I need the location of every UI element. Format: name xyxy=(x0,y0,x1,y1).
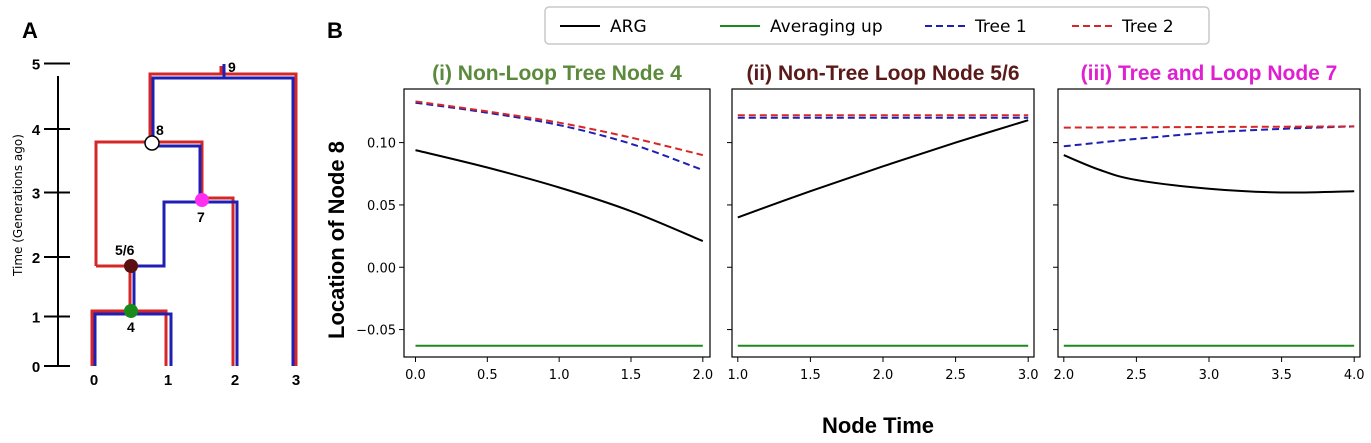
node-label-9: 9 xyxy=(228,59,236,75)
arg-diagram: Time (Generations ago) 0 1 2 3 4 5 0 1 2 3 9 8 7… xyxy=(11,57,300,390)
arg-ytick-label: 2 xyxy=(32,250,40,267)
legend-box xyxy=(544,6,1210,45)
node-label-7: 7 xyxy=(197,209,205,225)
node-label-4: 4 xyxy=(127,319,135,335)
arg-xtick-label: 0 xyxy=(90,372,98,389)
xtick-label: 2.5 xyxy=(1126,368,1147,383)
subplot-ii: (ii) Non-Tree Loop Node 5/6 1.0 1.5 2.0 2.5 3… xyxy=(727,62,1039,383)
node-label-8: 8 xyxy=(156,122,164,138)
arg-ytick-label: 1 xyxy=(32,310,40,327)
xtick-label: 4.0 xyxy=(1344,368,1365,383)
tree-blue-path xyxy=(93,64,295,366)
subplot-title: (ii) Non-Tree Loop Node 5/6 xyxy=(746,62,1019,85)
node-56-marker xyxy=(124,259,138,273)
legend-label: Tree 2 xyxy=(1121,17,1174,37)
arg-ylabel: Time (Generations ago) xyxy=(11,134,25,277)
series-line-tree-2 xyxy=(415,100,704,157)
ytick-label: 0.10 xyxy=(367,137,396,152)
arg-ytick-label: 3 xyxy=(32,186,40,203)
arg-xtick-label: 3 xyxy=(292,372,300,389)
xtick-label: 2.5 xyxy=(945,368,966,383)
legend-label: ARG xyxy=(610,17,647,37)
xtick-label: 3.0 xyxy=(1018,368,1039,383)
subplot-frame xyxy=(731,88,1035,358)
arg-xtick-label: 1 xyxy=(164,372,172,389)
xtick-label: 1.0 xyxy=(549,368,570,383)
subplot-frame xyxy=(403,88,711,358)
node-4-marker xyxy=(124,304,138,318)
panel-b-letter: B xyxy=(327,18,343,43)
subplot-title: (iii) Tree and Loop Node 7 xyxy=(1081,62,1338,85)
series-line-tree-1 xyxy=(1063,125,1355,148)
tree-red-path xyxy=(90,66,298,366)
xtick-label: 2.0 xyxy=(692,368,713,383)
xtick-label: 3.0 xyxy=(1199,368,1220,383)
panel-a-letter: A xyxy=(22,18,38,43)
legend-label: Averaging up xyxy=(770,17,883,37)
xtick-label: 0.5 xyxy=(477,368,498,383)
arg-xtick-label: 2 xyxy=(231,372,239,389)
series-line-arg xyxy=(415,149,704,243)
arg-ytick-label: 5 xyxy=(32,57,40,74)
node-label-56: 5/6 xyxy=(115,242,135,258)
xtick-label: 1.0 xyxy=(727,368,748,383)
series-line-arg xyxy=(1063,154,1355,194)
xtick-label: 1.5 xyxy=(800,368,821,383)
node-7-marker xyxy=(195,193,209,207)
xtick-label: 3.5 xyxy=(1271,368,1292,383)
panel-b-xlabel: Node Time xyxy=(822,413,934,438)
legend: ARG Averaging up Tree 1 Tree 2 xyxy=(544,6,1210,45)
series-line-arg xyxy=(737,119,1029,219)
arg-ytick-label: 0 xyxy=(32,359,40,376)
xtick-label: 0.0 xyxy=(405,368,426,383)
subplot-i: (i) Non-Loop Tree Node 4 −0.05 0.00 0.05 0.1… xyxy=(356,62,713,383)
series-line-tree-2 xyxy=(1063,125,1355,129)
series-line-tree-1 xyxy=(415,101,704,171)
xtick-label: 2.0 xyxy=(1053,368,1074,383)
subplot-frame xyxy=(1057,88,1361,358)
subplot-title: (i) Non-Loop Tree Node 4 xyxy=(432,62,682,85)
ytick-label: 0.05 xyxy=(367,199,396,214)
panel-b-ylabel: Location of Node 8 xyxy=(324,141,349,339)
node-8-marker xyxy=(144,135,160,151)
ytick-label: −0.05 xyxy=(356,324,396,339)
xtick-label: 2.0 xyxy=(873,368,894,383)
ytick-label: 0.00 xyxy=(367,261,396,276)
arg-ytick-label: 4 xyxy=(32,122,41,139)
legend-label: Tree 1 xyxy=(974,17,1027,37)
subplot-iii: (iii) Tree and Loop Node 7 2.0 2.5 3.0 3.5 4.… xyxy=(1053,62,1365,383)
xtick-label: 1.5 xyxy=(621,368,642,383)
